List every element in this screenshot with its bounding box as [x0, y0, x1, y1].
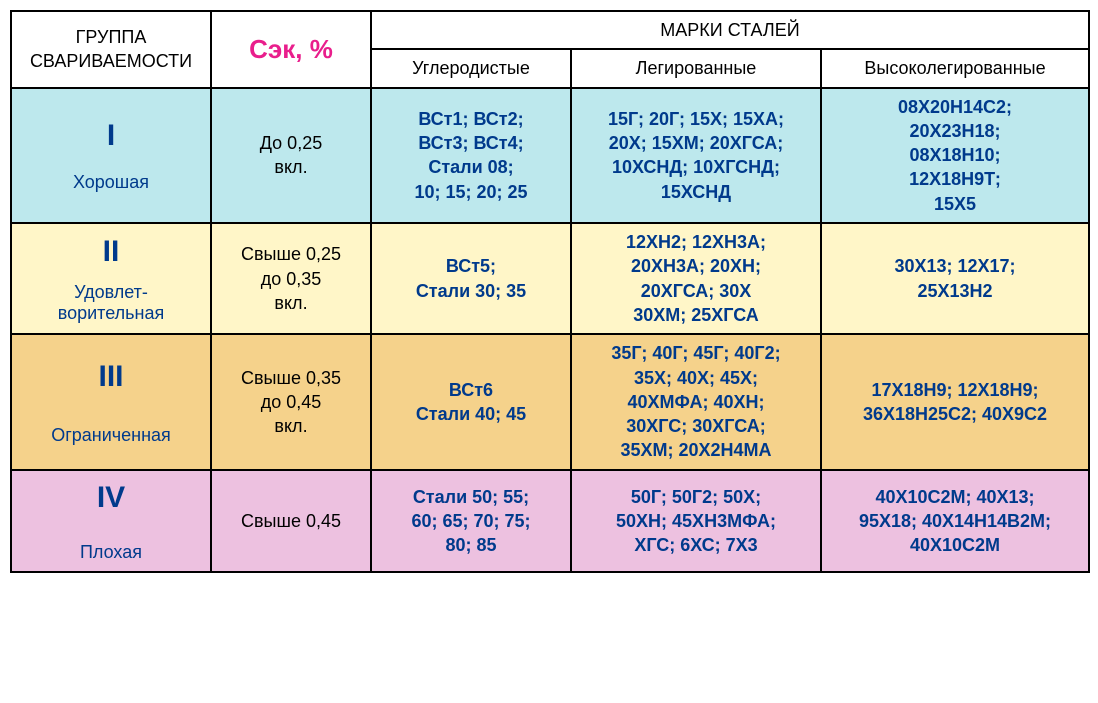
sek-value: До 0,25вкл.	[211, 88, 371, 223]
group-number: III	[16, 360, 206, 393]
header-highalloy: Высоколегированные	[821, 49, 1089, 87]
header-alloy: Легированные	[571, 49, 821, 87]
header-row-1: ГРУППАСВАРИВАЕМОСТИ Сэк, % МАРКИ СТАЛЕЙ	[11, 11, 1089, 49]
group-desc: Ограниченная	[16, 425, 206, 447]
carbon-steels: ВСт5;Стали 30; 35	[371, 223, 571, 334]
highalloy-steels: 17Х18Н9; 12Х18Н9;36Х18Н25С2; 40Х9С2	[821, 334, 1089, 469]
group-number: IV	[16, 481, 206, 514]
carbon-steels: Стали 50; 55;60; 65; 70; 75;80; 85	[371, 470, 571, 573]
highalloy-steels: 08Х20Н14С2;20Х23Н18;08Х18Н10;12Х18Н9Т;15…	[821, 88, 1089, 223]
sek-value: Свыше 0,35до 0,45вкл.	[211, 334, 371, 469]
group-number: II	[16, 235, 206, 268]
alloy-steels: 50Г; 50Г2; 50Х;50ХН; 45ХН3МФА;ХГС; 6ХС; …	[571, 470, 821, 573]
header-sek: Сэк, %	[211, 11, 371, 88]
group-desc: Плохая	[16, 542, 206, 564]
sek-value: Свыше 0,25до 0,35вкл.	[211, 223, 371, 334]
group-desc: Хорошая	[16, 172, 206, 194]
table-row: III Ограниченная Свыше 0,35до 0,45вкл. В…	[11, 334, 1089, 469]
header-carbon: Углеродистые	[371, 49, 571, 87]
header-brands: МАРКИ СТАЛЕЙ	[371, 11, 1089, 49]
carbon-steels: ВСт6Стали 40; 45	[371, 334, 571, 469]
alloy-steels: 12ХН2; 12ХН3А;20ХН3А; 20ХН;20ХГСА; 30Х30…	[571, 223, 821, 334]
weldability-table: ГРУППАСВАРИВАЕМОСТИ Сэк, % МАРКИ СТАЛЕЙ …	[10, 10, 1090, 573]
alloy-steels: 35Г; 40Г; 45Г; 40Г2;35Х; 40Х; 45Х;40ХМФА…	[571, 334, 821, 469]
carbon-steels: ВСт1; ВСт2;ВСт3; ВСт4;Стали 08;10; 15; 2…	[371, 88, 571, 223]
header-group: ГРУППАСВАРИВАЕМОСТИ	[11, 11, 211, 88]
table-row: I Хорошая До 0,25вкл. ВСт1; ВСт2;ВСт3; В…	[11, 88, 1089, 223]
table-row: II Удовлет-ворительная Свыше 0,25до 0,35…	[11, 223, 1089, 334]
highalloy-steels: 30Х13; 12Х17;25Х13Н2	[821, 223, 1089, 334]
group-cell: III Ограниченная	[11, 334, 211, 469]
group-cell: I Хорошая	[11, 88, 211, 223]
alloy-steels: 15Г; 20Г; 15Х; 15ХА;20Х; 15ХМ; 20ХГСА;10…	[571, 88, 821, 223]
group-cell: IV Плохая	[11, 470, 211, 573]
table-row: IV Плохая Свыше 0,45 Стали 50; 55;60; 65…	[11, 470, 1089, 573]
group-number: I	[16, 119, 206, 152]
group-cell: II Удовлет-ворительная	[11, 223, 211, 334]
highalloy-steels: 40Х10С2М; 40Х13;95Х18; 40Х14Н14В2М;40Х10…	[821, 470, 1089, 573]
group-desc: Удовлет-ворительная	[16, 282, 206, 325]
sek-value: Свыше 0,45	[211, 470, 371, 573]
